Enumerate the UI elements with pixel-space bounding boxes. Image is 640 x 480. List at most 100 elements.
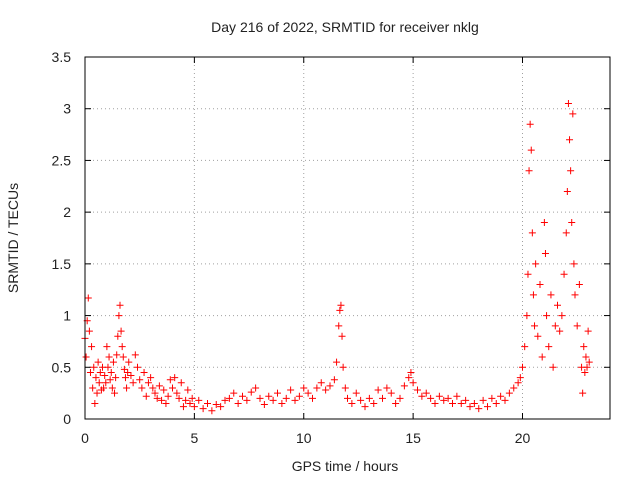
data-point (164, 392, 172, 400)
data-point (400, 382, 408, 390)
data-point (138, 384, 146, 392)
data-point (269, 396, 277, 404)
data-point (540, 218, 548, 226)
data-point (104, 363, 112, 371)
data-point (516, 374, 524, 382)
data-point (365, 394, 373, 402)
data-point (149, 384, 157, 392)
data-point (337, 301, 345, 309)
grid (85, 57, 610, 419)
data-point (199, 405, 207, 413)
y-tick-label: 2 (63, 204, 71, 220)
data-point (549, 363, 557, 371)
data-point (295, 392, 303, 400)
data-point (105, 353, 113, 361)
data-point (339, 363, 347, 371)
data-point (524, 270, 532, 278)
data-point (317, 379, 325, 387)
data-point (551, 322, 559, 330)
data-point (501, 396, 509, 404)
data-point (121, 374, 129, 382)
data-point (497, 392, 505, 400)
data-point (521, 343, 529, 351)
data-point (523, 312, 531, 320)
data-point (101, 372, 109, 380)
data-point (175, 394, 183, 402)
data-point (195, 396, 203, 404)
data-point (118, 343, 126, 351)
data-point (453, 392, 461, 400)
data-point (449, 399, 456, 407)
data-point (558, 312, 566, 320)
data-point (554, 301, 561, 309)
data-point (107, 368, 115, 376)
data-point (527, 146, 535, 154)
data-point (127, 372, 135, 380)
data-point (131, 351, 139, 359)
data-point (560, 270, 568, 278)
data-point (108, 384, 116, 392)
data-point (563, 187, 571, 195)
data-point (278, 399, 286, 407)
data-point (182, 396, 190, 404)
data-point (109, 358, 117, 366)
data-point (171, 374, 179, 382)
data-point (111, 389, 119, 397)
data-point (470, 399, 478, 407)
data-point (414, 386, 421, 394)
data-point (221, 396, 229, 404)
data-point (484, 403, 491, 411)
data-point (431, 399, 439, 407)
data-point (113, 351, 121, 359)
y-tick-label: 2.5 (52, 152, 72, 168)
data-point (151, 389, 159, 397)
data-point (479, 396, 487, 404)
y-axis-label: SRMTID / TECUs (5, 183, 21, 293)
data-point (341, 384, 349, 392)
data-point (160, 386, 168, 394)
data-point (243, 396, 251, 404)
data-point (186, 399, 194, 407)
y-tick-label: 1.5 (52, 256, 72, 272)
data-point (162, 399, 170, 407)
data-point (338, 332, 346, 340)
data-point (326, 382, 334, 390)
data-point (396, 394, 404, 402)
data-point (115, 312, 123, 320)
x-tick-label: 0 (81, 430, 89, 446)
data-point (179, 403, 187, 411)
data-point (466, 403, 474, 411)
y-tick-label: 3.5 (52, 49, 72, 65)
data-point (564, 100, 572, 108)
data-point (96, 368, 104, 376)
data-point (239, 392, 246, 400)
data-point (116, 301, 124, 309)
data-point (158, 396, 166, 404)
data-point (265, 392, 273, 400)
data-point (462, 396, 470, 404)
data-point (84, 294, 92, 302)
data-point (92, 374, 100, 382)
data-point (392, 399, 400, 407)
data-point (114, 332, 122, 340)
data-point (532, 260, 540, 268)
data-point (217, 403, 225, 411)
data-point (93, 389, 101, 397)
data-point (230, 389, 238, 397)
data-point (505, 389, 513, 397)
data-point (102, 379, 110, 387)
y-tick-label: 0.5 (52, 359, 72, 375)
data-point (225, 394, 233, 402)
data-point (208, 407, 216, 415)
data-point (106, 376, 114, 384)
data-point (85, 327, 93, 335)
data-point (573, 322, 581, 330)
data-point (188, 394, 196, 402)
data-point (571, 291, 579, 299)
data-point (140, 368, 148, 376)
data-point (562, 229, 570, 237)
data-point (234, 399, 242, 407)
data-point (525, 167, 533, 175)
data-point (260, 401, 268, 409)
data-point (184, 386, 192, 394)
